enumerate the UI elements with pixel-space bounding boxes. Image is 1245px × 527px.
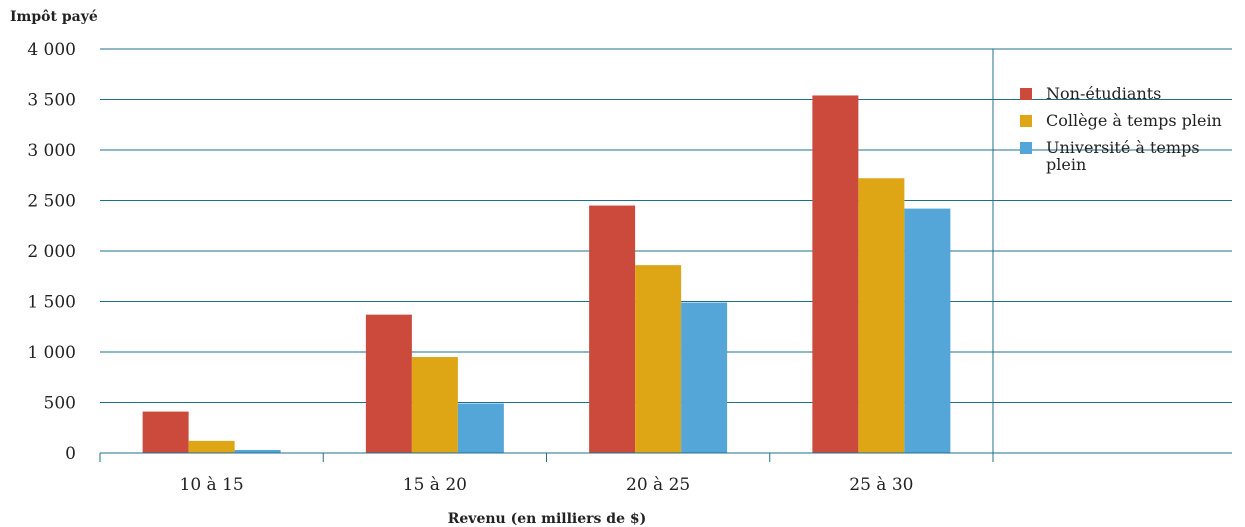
bar	[904, 208, 951, 453]
bars	[142, 95, 951, 454]
x-tick-label: 10 à 15	[180, 475, 244, 495]
bar	[457, 403, 504, 453]
y-tick-label: 2 500	[27, 192, 76, 212]
legend-label: Non-étudiants	[1046, 84, 1161, 103]
legend-label: Université à temps	[1046, 138, 1200, 157]
bar	[411, 357, 458, 453]
y-tick-label: 3 000	[27, 141, 76, 161]
legend: Non-étudiants Collège à temps plein Univer…	[1020, 84, 1222, 174]
y-axis-title: Impôt payé	[10, 9, 98, 25]
y-tick-label: 1 000	[27, 343, 76, 363]
x-tick-label: 20 à 25	[626, 475, 690, 495]
bar	[858, 178, 905, 453]
legend-swatch	[1020, 115, 1032, 127]
y-axis-ticks: 0 500 1 000 1 500 2 000 2 500 3 000 3 500 4 000	[27, 40, 76, 464]
y-tick-label: 500	[44, 394, 76, 414]
legend-label: Collège à temps plein	[1046, 111, 1222, 130]
legend-swatch	[1020, 88, 1032, 100]
bar	[812, 95, 859, 454]
y-tick-label: 3 500	[27, 91, 76, 111]
bar	[589, 205, 636, 453]
bar	[635, 265, 682, 453]
x-axis: 10 à 15 15 à 20 20 à 25 25 à 30	[99, 452, 1232, 495]
y-tick-label: 4 000	[27, 40, 76, 60]
legend-swatch	[1020, 142, 1032, 154]
y-tick-label: 1 500	[27, 293, 76, 313]
bar	[681, 302, 728, 453]
y-tick-label: 0	[65, 444, 76, 464]
bar	[142, 411, 189, 453]
x-tick-label: 25 à 30	[849, 475, 913, 495]
x-tick-label: 15 à 20	[403, 475, 467, 495]
bar	[365, 314, 412, 453]
y-tick-label: 2 000	[27, 242, 76, 262]
bar	[188, 440, 235, 453]
legend-label: plein	[1046, 155, 1086, 174]
x-axis-title: Revenu (en milliers de $)	[448, 511, 646, 527]
bar	[234, 449, 281, 453]
